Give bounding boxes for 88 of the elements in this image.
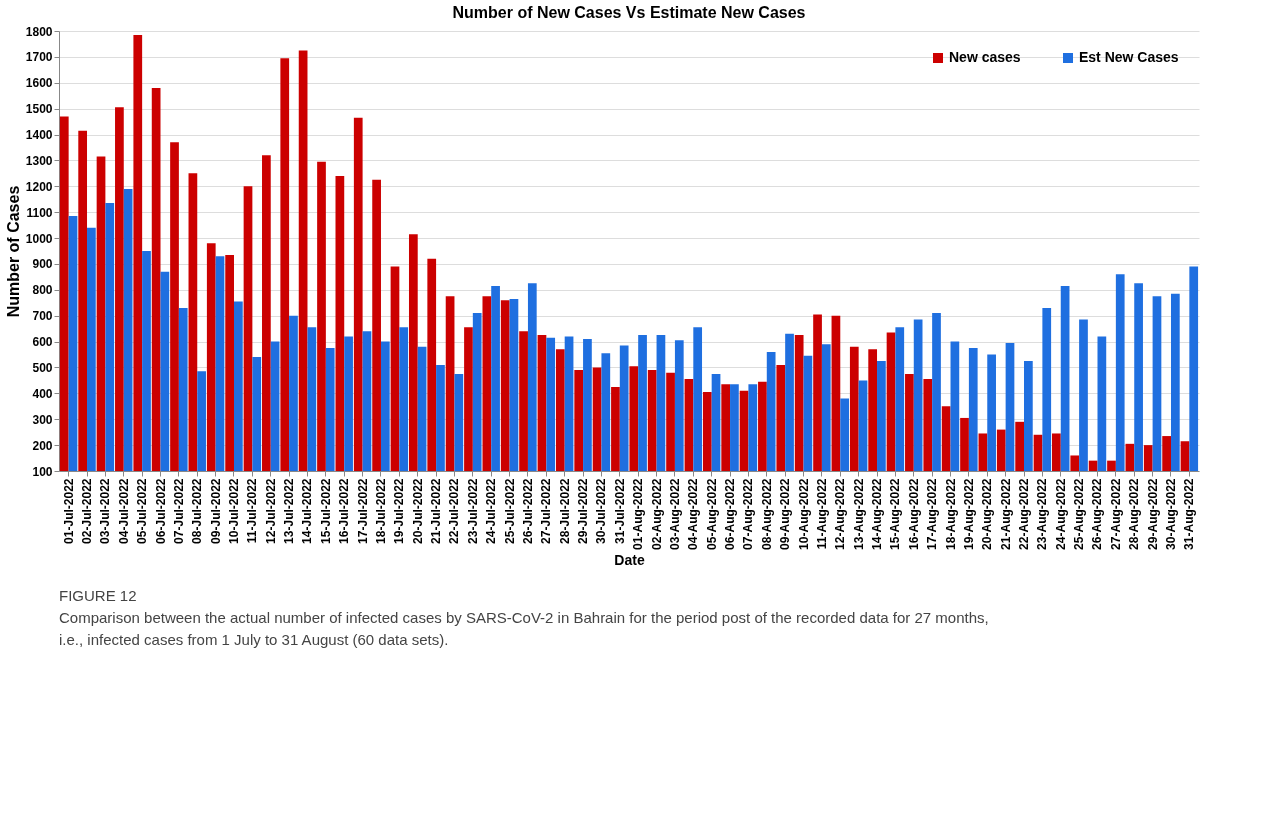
x-tick-label: 16-Jul-2022	[337, 478, 352, 544]
y-tick-label: 1600	[25, 76, 53, 91]
x-tick-label: 21-Jul-2022	[429, 478, 444, 544]
x-tick-label: 11-Jul-2022	[245, 478, 260, 544]
y-tick-label: 1300	[25, 153, 53, 168]
y-tick-label: 1500	[25, 102, 53, 117]
x-tick-label: 24-Aug-2022	[1053, 478, 1068, 550]
x-tick-label: 12-Jul-2022	[263, 478, 278, 544]
legend-label: Est New Cases	[1079, 49, 1179, 65]
x-tick-label: 23-Jul-2022	[465, 478, 480, 544]
chart-title: Number of New Cases Vs Estimate New Cases	[452, 4, 806, 21]
x-tick-label: 14-Aug-2022	[870, 478, 885, 550]
y-tick-label: 700	[32, 309, 53, 324]
x-tick-label: 13-Jul-2022	[282, 478, 297, 544]
x-tick-label: 10-Aug-2022	[796, 478, 811, 550]
x-tick-label: 26-Aug-2022	[1090, 478, 1105, 550]
y-tick-label: 100	[32, 464, 53, 479]
x-tick-label: 15-Aug-2022	[888, 478, 903, 550]
y-tick-label: 1000	[25, 231, 53, 246]
x-tick-label: 18-Aug-2022	[943, 478, 958, 550]
x-tick-label: 30-Aug-2022	[1163, 478, 1178, 550]
x-tick-label: 17-Jul-2022	[355, 478, 370, 544]
x-tick-label: 27-Aug-2022	[1108, 478, 1123, 550]
y-tick-label: 1200	[25, 179, 53, 194]
y-tick-label: 1700	[25, 50, 53, 65]
x-tick-label: 02-Jul-2022	[80, 478, 95, 544]
x-tick-label: 11-Aug-2022	[814, 478, 829, 550]
x-tick-label: 22-Aug-2022	[1017, 478, 1031, 550]
x-tick-label: 31-Aug-2022	[1182, 478, 1197, 550]
x-tick-label: 28-Jul-2022	[557, 478, 572, 544]
x-tick-label: 24-Jul-2022	[484, 478, 499, 544]
x-tick-label: 06-Aug-2022	[723, 478, 738, 550]
x-tick-label: 01-Aug-2022	[631, 478, 646, 550]
x-tick-label: 29-Aug-2022	[1145, 478, 1160, 550]
x-tick-label: 22-Jul-2022	[447, 478, 462, 544]
x-tick-label: 03-Aug-2022	[667, 478, 682, 550]
caption: FIGURE 12	[59, 587, 137, 604]
y-tick-label: 500	[32, 360, 53, 375]
x-tick-label: 30-Jul-2022	[594, 478, 609, 544]
x-tick-label: 04-Jul-2022	[116, 478, 131, 544]
x-tick-label: 23-Aug-2022	[1035, 478, 1050, 550]
x-tick-label: 31-Jul-2022	[612, 478, 627, 544]
x-tick-label: 25-Jul-2022	[502, 478, 517, 544]
y-tick-label: 400	[32, 386, 53, 401]
x-tick-label: 17-Aug-2022	[925, 478, 940, 550]
y-tick-label: 200	[32, 438, 53, 453]
x-tick-label: 19-Jul-2022	[392, 478, 407, 544]
x-tick-label: 20-Aug-2022	[980, 478, 995, 550]
x-tick-label: 07-Jul-2022	[171, 478, 186, 544]
text: i.e., infected cases from 1 July to 31 August (60 data sets).	[59, 631, 449, 648]
x-tick-label: 07-Aug-2022	[741, 478, 756, 550]
x-tick-label: 04-Aug-2022	[686, 478, 701, 550]
y-axis-title: Number of Cases	[4, 185, 22, 318]
x-tick-label: 27-Jul-2022	[539, 478, 554, 544]
x-tick-label: 09-Aug-2022	[778, 478, 793, 550]
x-tick-label: 28-Aug-2022	[1127, 478, 1142, 550]
x-tick-label: 05-Aug-2022	[704, 478, 719, 550]
y-tick-label: 1400	[25, 128, 53, 143]
x-tick-label: 15-Jul-2022	[318, 478, 333, 544]
y-tick-label: 1800	[25, 24, 53, 39]
y-tick-label: 900	[32, 257, 53, 272]
x-tick-label: 14-Jul-2022	[300, 478, 315, 544]
x-tick-label: 09-Jul-2022	[208, 478, 223, 544]
legend-label: New cases	[949, 49, 1021, 65]
y-tick-label: 600	[32, 335, 53, 350]
x-tick-label: 20-Jul-2022	[410, 478, 425, 544]
x-tick-label: 08-Aug-2022	[759, 478, 774, 550]
y-tick-label: 1100	[26, 205, 53, 220]
x-tick-label: 16-Aug-2022	[906, 478, 921, 550]
x-tick-label: 02-Aug-2022	[649, 478, 664, 550]
x-axis-title: Date	[614, 551, 645, 568]
x-tick-label: 25-Aug-2022	[1072, 478, 1087, 550]
x-tick-label: 21-Aug-2022	[998, 478, 1013, 550]
x-tick-label: 19-Aug-2022	[961, 478, 976, 550]
y-tick-label: 800	[32, 283, 53, 298]
x-tick-label: 08-Jul-2022	[190, 478, 205, 544]
x-tick-label: 29-Jul-2022	[576, 478, 591, 544]
x-tick-label: 03-Jul-2022	[98, 478, 113, 544]
x-tick-label: 26-Jul-2022	[520, 478, 535, 544]
x-tick-label: 05-Jul-2022	[135, 478, 150, 544]
x-tick-label: 06-Jul-2022	[153, 478, 168, 544]
x-tick-label: 18-Jul-2022	[373, 478, 388, 544]
x-tick-label: 13-Aug-2022	[851, 478, 866, 550]
x-tick-label: 12-Aug-2022	[833, 478, 848, 550]
x-tick-label: 01-Jul-2022	[61, 478, 76, 544]
y-tick-label: 300	[32, 412, 53, 427]
text: Comparison between the actual number of infected cases by SARS-CoV-2 in Bahrain for the period post of the recorded data for 27 months,	[59, 609, 989, 626]
x-tick-label: 10-Jul-2022	[227, 478, 241, 544]
